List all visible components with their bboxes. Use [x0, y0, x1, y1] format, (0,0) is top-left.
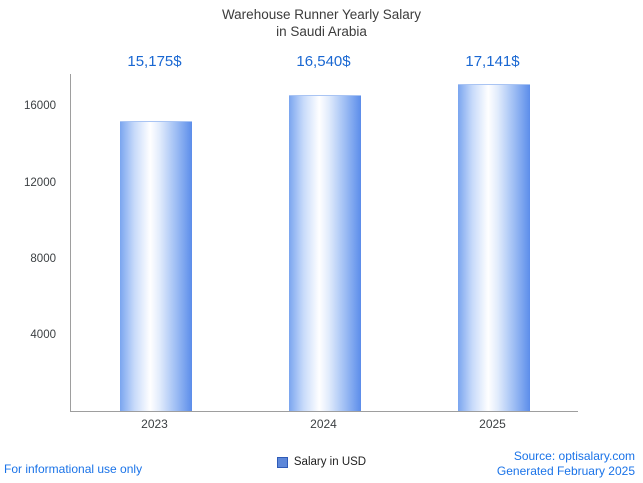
chart-title-line2: in Saudi Arabia: [276, 24, 367, 39]
bars: [71, 74, 578, 411]
legend-label: Salary in USD: [293, 456, 367, 468]
bar-slot: [71, 74, 240, 411]
bar-value-label: 15,175$: [127, 53, 182, 70]
legend: Salary in USD: [0, 456, 643, 468]
category-labels: 2023 2024 2025: [70, 417, 577, 433]
chart-title: Warehouse Runner Yearly Salary in Saudi …: [0, 6, 643, 40]
bar-2024: [288, 95, 361, 411]
x-category-label: 2025: [479, 417, 506, 431]
value-labels: 15,175$ 16,540$ 17,141$: [70, 53, 577, 73]
bar-value-label: 16,540$: [296, 53, 351, 70]
x-category-label: 2024: [310, 417, 337, 431]
bar-value-label: 17,141$: [465, 53, 520, 70]
y-tick-label: 4000: [30, 328, 56, 341]
plot-area: [70, 74, 578, 412]
bar-2025: [457, 83, 530, 411]
generated-text: Generated February 2025: [496, 464, 635, 478]
source-link[interactable]: Source: optisalary.com: [513, 449, 635, 463]
legend-swatch-icon: [276, 456, 288, 468]
y-tick-label: 16000: [24, 100, 56, 113]
y-axis-labels: 4000 8000 12000 16000: [0, 74, 64, 411]
bar-slot: [409, 74, 578, 411]
disclaimer-text: For informational use only: [4, 462, 143, 476]
chart-title-line1: Warehouse Runner Yearly Salary: [221, 7, 422, 22]
bar-2023: [119, 121, 192, 411]
x-category-label: 2023: [141, 417, 168, 431]
y-tick-label: 12000: [24, 176, 56, 189]
footer-right: Source: optisalary.com Generated Februar…: [497, 449, 635, 479]
y-tick-label: 8000: [30, 252, 56, 265]
bar-slot: [240, 74, 409, 411]
